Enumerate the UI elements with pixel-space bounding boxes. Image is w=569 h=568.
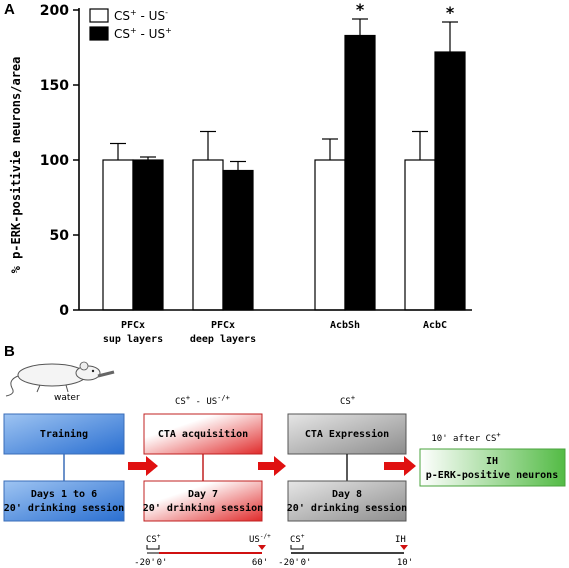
timeline1-us: US-/+ (249, 533, 271, 545)
y-tick-label: 0 (59, 303, 69, 319)
bar-cs-us-minus (192, 159, 224, 311)
day8-line1: Day 8 (332, 489, 362, 500)
significance-star: * (356, 0, 365, 19)
ih-box (419, 448, 566, 487)
day8-box (287, 480, 407, 522)
significance-star: * (446, 3, 455, 22)
error-bars (110, 18, 458, 171)
category-sublabel: sup layers (103, 334, 163, 345)
bar-cs-us-plus (434, 51, 466, 311)
legend: CS+ - US- CS+ - US+ (89, 8, 172, 41)
day8-line2: 20' drinking session (287, 502, 407, 514)
legend-label-1: CS+ - US- (114, 8, 168, 23)
y-axis-ticks: 0 50 100 150 200 (40, 3, 79, 319)
timeline2-tick-1: 0' (301, 558, 312, 568)
stage-header-acquisition: CS+ - US-/+ (175, 394, 230, 407)
bar-cs-us-minus (102, 159, 134, 311)
y-axis-label: % p-ERK-positivie neurons/area (9, 57, 23, 274)
panel-a-letter: A (4, 1, 15, 18)
legend-label-2: CS+ - US+ (114, 26, 172, 41)
timeline1-tick-1: 0' (157, 558, 168, 568)
y-tick-label: 200 (40, 3, 69, 19)
panel-b-letter: B (4, 343, 15, 360)
category-label: AcbC (423, 320, 447, 331)
ih-line2: p-ERK-positive neurons (426, 469, 558, 481)
mouse-icon (5, 361, 115, 397)
bar-cs-us-plus (344, 34, 376, 311)
timeline1-tick-0: -20' (134, 558, 156, 568)
timeline1-tick-2: 60' (252, 558, 268, 568)
timeline2-cs: CS+ (290, 533, 305, 545)
timeline2-tick-0: -20' (278, 558, 300, 568)
category-sublabel: deep layers (190, 334, 256, 345)
category-label: AcbSh (330, 320, 360, 331)
day7-line2: 20' drinking session (143, 502, 263, 514)
training-box (3, 413, 125, 455)
category-label: PFCx (211, 320, 235, 331)
timeline-expression: CS+ IH -20' 0' 10' (278, 533, 413, 568)
category-labels: PFCx sup layers PFCx deep layers AcbSh AcbC (103, 320, 447, 345)
legend-swatch-white (89, 8, 109, 23)
category-label: PFCx (121, 320, 145, 331)
mouse-caption: water (54, 393, 80, 403)
arrow-icon (384, 456, 416, 476)
stage-header-expression: CS+ (340, 394, 355, 407)
stage-header-ih: 10' after CS+ (431, 431, 500, 444)
day7-line1: Day 7 (188, 489, 218, 500)
day7-box (143, 480, 263, 522)
bar-group (102, 34, 466, 311)
timeline2-tick-2: 10' (397, 558, 413, 568)
y-tick-label: 50 (50, 228, 70, 244)
ih-line1: IH (486, 456, 498, 467)
training-label: Training (40, 428, 88, 440)
bar-cs-us-minus (314, 159, 346, 311)
legend-swatch-black (89, 26, 109, 41)
timeline1-cs: CS+ (146, 533, 161, 545)
days-1-6-line1: Days 1 to 6 (31, 489, 97, 500)
bar-cs-us-plus (132, 159, 164, 311)
y-tick-label: 150 (40, 78, 69, 94)
bar-cs-us-minus (404, 159, 436, 311)
days-1-6-line2: 20' drinking session (4, 502, 124, 514)
arrow-icon (258, 456, 286, 476)
y-tick-label: 100 (40, 153, 69, 169)
days-1-6-box (3, 480, 125, 522)
cta-expression-label: CTA Expression (305, 428, 389, 440)
arrow-icon (128, 456, 158, 476)
timeline2-ih: IH (395, 535, 406, 545)
cta-acquisition-label: CTA acquisition (158, 428, 248, 440)
bar-cs-us-plus (222, 169, 254, 311)
significance-stars: * * (356, 0, 455, 22)
timeline-acquisition: CS+ US-/+ -20' 0' 60' (134, 533, 271, 568)
